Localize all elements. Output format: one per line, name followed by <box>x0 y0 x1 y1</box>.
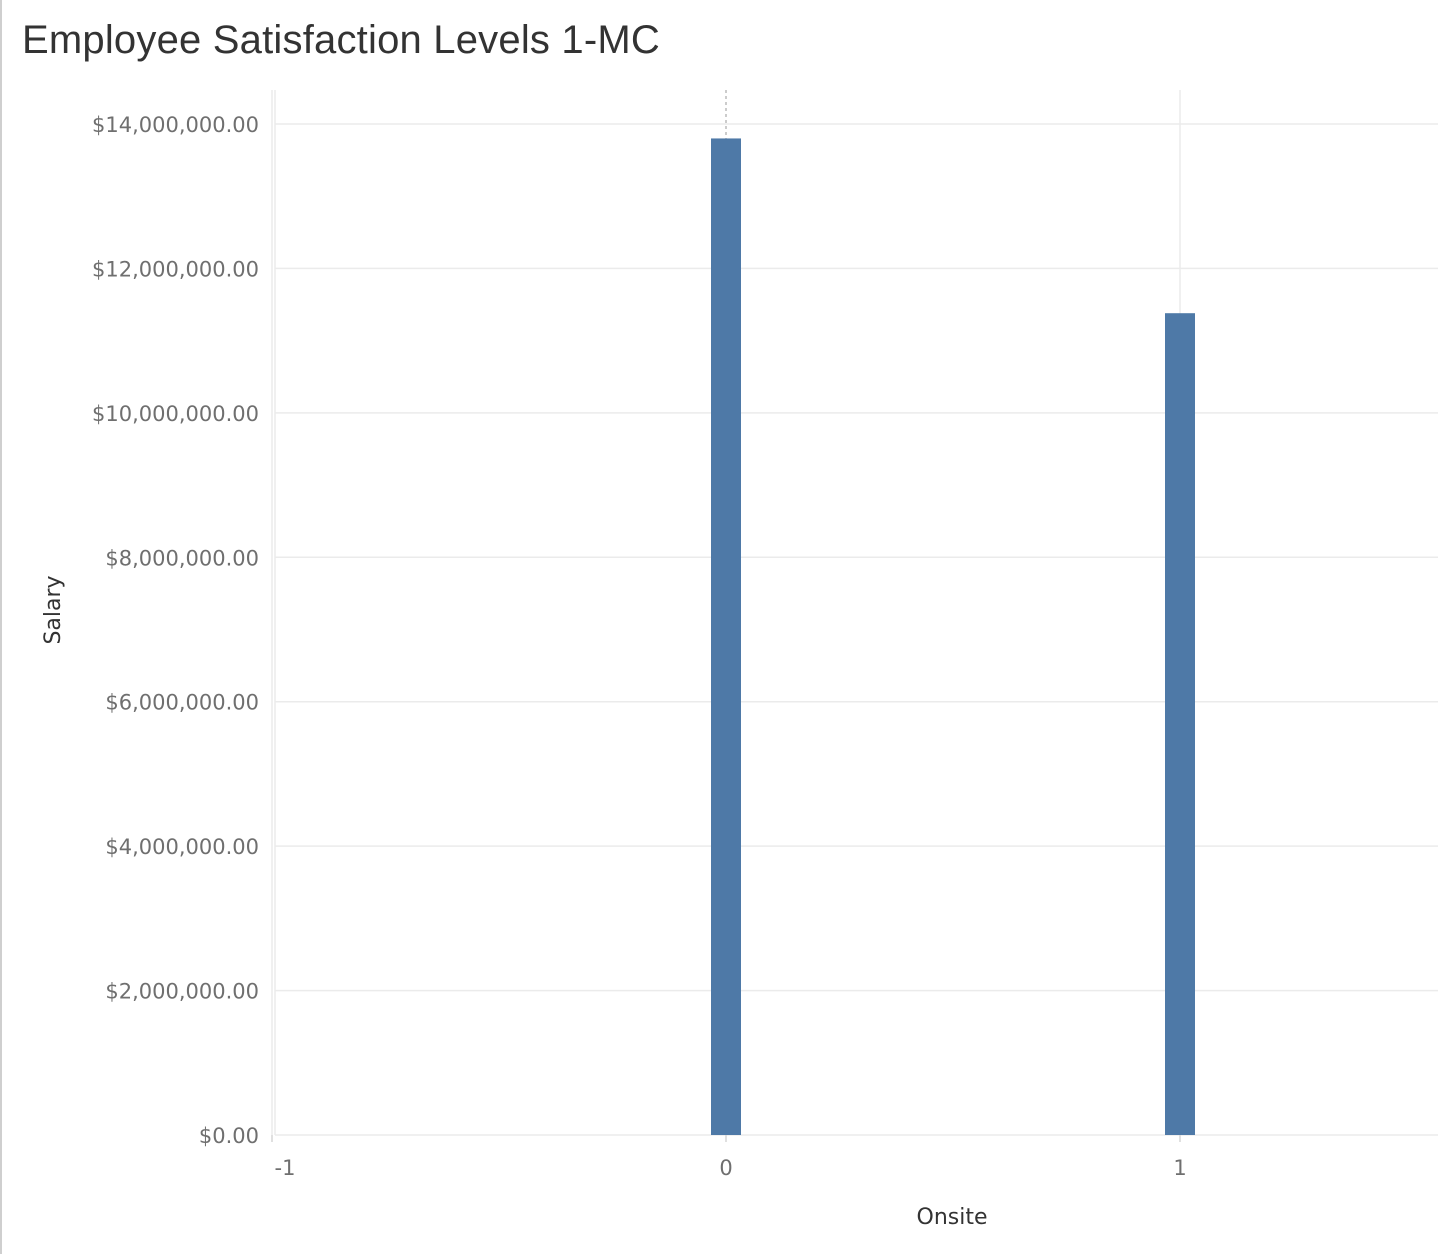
y-tick-label: $14,000,000.00 <box>92 113 259 137</box>
y-axis-title: Salary <box>41 575 66 644</box>
x-axis-ticks: -1 0 1 <box>271 1135 1187 1180</box>
chart-title: Employee Satisfaction Levels 1-MC <box>22 18 660 62</box>
x-tick-label: -1 <box>275 1156 296 1180</box>
left-border <box>0 0 2 1254</box>
x-tick-label: 1 <box>1173 1156 1186 1180</box>
x-axis-title: Onsite <box>917 1205 988 1230</box>
y-tick-label: $12,000,000.00 <box>92 257 259 281</box>
gridlines <box>271 90 1438 1136</box>
bar[interactable] <box>711 138 741 1135</box>
y-tick-label: $8,000,000.00 <box>105 546 259 570</box>
y-tick-label: $6,000,000.00 <box>105 691 259 715</box>
y-tick-label: $10,000,000.00 <box>92 402 259 426</box>
y-tick-label: $2,000,000.00 <box>105 980 259 1004</box>
y-tick-label: $4,000,000.00 <box>105 835 259 859</box>
bars <box>711 138 1195 1135</box>
bar[interactable] <box>1165 313 1195 1135</box>
y-axis-ticks: $0.00 $2,000,000.00 $4,000,000.00 $6,000,00… <box>92 113 259 1148</box>
y-tick-label: $0.00 <box>199 1124 259 1148</box>
x-tick-label: 0 <box>719 1156 732 1180</box>
